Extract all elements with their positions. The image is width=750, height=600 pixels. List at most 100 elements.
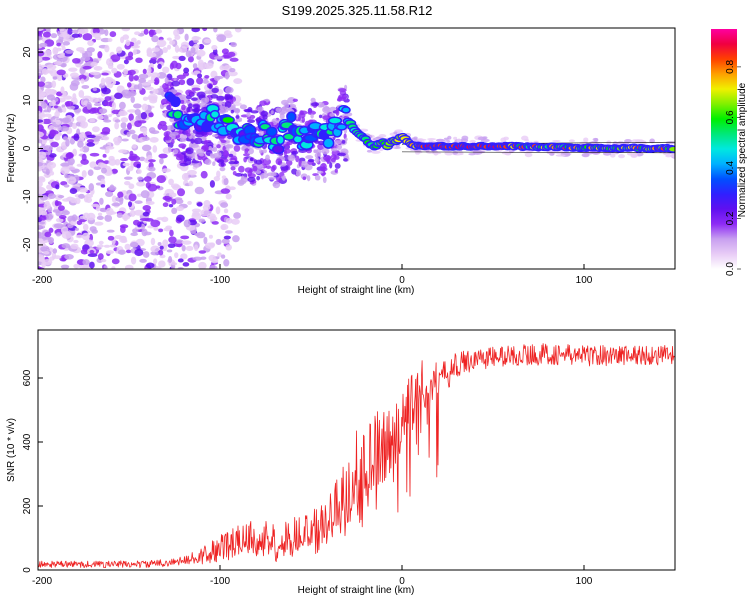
spectrogram-cell	[39, 215, 47, 221]
colorbar-label: Normalized spectral amplitude	[737, 82, 748, 217]
spectrogram-cell	[156, 175, 166, 184]
spectrogram-cell	[295, 155, 300, 163]
spectrogram-cell	[39, 42, 48, 48]
spectrogram-xlabel: Height of straight line (km)	[298, 285, 415, 296]
spectrogram-cell	[184, 173, 189, 180]
spectrogram-cell	[127, 165, 134, 172]
spectrogram-cell	[183, 219, 191, 228]
spectrogram-cell	[64, 254, 74, 260]
colorbar-tick-label: 0.0	[725, 262, 736, 276]
spectrogram-cell	[82, 259, 90, 266]
spectrogram-cell	[166, 37, 172, 41]
spectrogram-cell	[47, 193, 56, 200]
spectrogram-cell	[167, 243, 176, 249]
spectrogram-cell	[188, 142, 194, 149]
spectrogram-cell	[227, 71, 238, 77]
spectrogram-cell	[213, 75, 221, 81]
spectrogram-ridge-cell	[267, 128, 277, 136]
spectrogram-cell	[137, 169, 142, 174]
spectrogram-cell	[44, 213, 54, 221]
spectrogram-cell	[121, 28, 131, 32]
spectrogram-cell	[123, 59, 129, 65]
spectrogram-cell	[148, 166, 156, 172]
spectrogram-cell	[223, 235, 231, 240]
spectrogram-cell	[168, 236, 177, 244]
spectrogram-cell	[158, 249, 164, 256]
snr-xtick-label: -200	[32, 576, 52, 587]
spectrogram-cell	[428, 139, 434, 143]
spectrogram-cell	[150, 237, 156, 246]
spectrogram-cell	[38, 177, 46, 183]
spectrogram-cell	[212, 134, 219, 138]
spectrogram-cell	[334, 168, 338, 173]
spectrogram-cell	[270, 171, 277, 177]
spectrogram-cell	[55, 232, 62, 237]
spectrogram-cell	[223, 259, 230, 267]
spectrogram-cell	[197, 155, 203, 161]
spectrogram-cell	[188, 103, 193, 109]
spectrogram-cell	[249, 157, 254, 162]
spectrogram-cell	[62, 41, 71, 46]
spectrogram-cell	[233, 145, 241, 152]
spectrogram-cell	[204, 96, 210, 103]
spectrogram-ylabel: Frequency (Hz)	[6, 114, 17, 183]
spectrogram-cell	[128, 73, 134, 82]
spectrogram-cell	[184, 33, 189, 41]
spectrogram-cell	[38, 207, 44, 216]
colorbar: 0.0 0.2 0.4 0.6 0.8 Normalized spectral ampl…	[711, 29, 748, 276]
colorbar-ticks: 0.0 0.2 0.4 0.6 0.8	[725, 60, 741, 276]
spectrogram-cell	[48, 101, 55, 107]
spectrogram-cell	[78, 189, 88, 193]
spectrogram-cell	[468, 152, 476, 156]
spectrogram-cell	[378, 134, 387, 138]
spectrogram-cell	[162, 195, 171, 201]
spectrogram-cell	[94, 221, 104, 226]
figure-title: S199.2025.325.11.58.R12	[282, 3, 433, 18]
spectrogram-cell	[148, 159, 156, 163]
spectrogram-cell	[41, 118, 52, 125]
spectrogram-ytick-label: 20	[22, 46, 33, 58]
spectrogram-cell	[252, 165, 258, 172]
spectrogram-cell	[371, 150, 381, 154]
spectrogram-cell	[99, 197, 104, 205]
spectrogram-cell	[271, 164, 277, 171]
spectrogram-cell	[146, 52, 157, 58]
spectrogram-cell	[192, 256, 203, 261]
spectrogram-cell	[210, 153, 216, 159]
spectrogram-cell	[71, 214, 78, 222]
spectrogram-cell	[80, 78, 85, 84]
spectrogram-cell	[221, 175, 227, 180]
spectrogram-cell	[139, 217, 150, 222]
spectrogram-heatmap	[38, 28, 675, 269]
spectrogram-cell	[555, 154, 566, 157]
spectrogram-cell	[221, 48, 229, 55]
spectrogram-cell	[319, 103, 325, 108]
snr-series-line	[38, 343, 675, 569]
spectrogram-cell	[87, 169, 94, 177]
spectrogram-cell	[132, 219, 141, 226]
spectrogram-cell	[90, 61, 98, 67]
spectrogram-cell	[81, 145, 90, 153]
spectrogram-cell	[48, 227, 54, 233]
spectrogram-cell	[224, 71, 230, 80]
snr-ytick-label: 200	[22, 497, 33, 514]
spectrogram-cell	[219, 166, 226, 172]
spectrogram-cell	[121, 238, 128, 243]
spectrogram-cell	[209, 242, 216, 248]
spectrogram-cell	[592, 137, 599, 141]
spectrogram-cell	[131, 144, 137, 149]
spectrogram-cell	[183, 67, 190, 74]
spectrogram-cell	[203, 200, 211, 208]
spectrogram-xtick-label: 0	[399, 275, 405, 286]
spectrogram-cell	[275, 158, 283, 165]
spectrogram-cell	[301, 160, 308, 168]
spectrogram-cell	[162, 47, 168, 54]
spectrogram-cell	[109, 31, 117, 38]
spectrogram-cell	[244, 167, 253, 173]
spectrogram-cell	[40, 101, 47, 109]
spectrogram-cell	[212, 48, 218, 56]
spectrogram-reference-line	[401, 151, 675, 154]
spectrogram-cell	[211, 220, 219, 225]
spectrogram-cell	[225, 96, 230, 101]
